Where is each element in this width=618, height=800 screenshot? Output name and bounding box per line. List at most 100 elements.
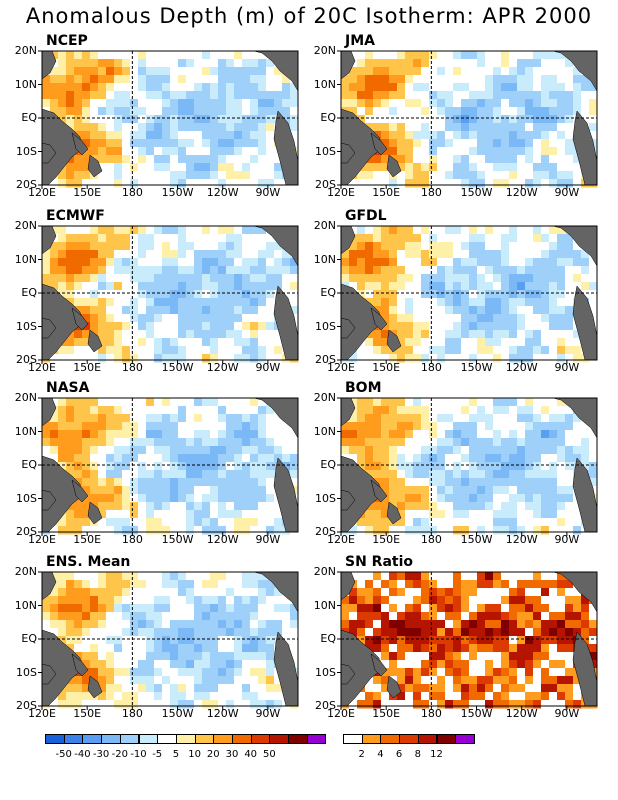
latitude-label: EQ (320, 632, 336, 645)
colorbar-swatch (119, 734, 140, 744)
colorbar-swatch (250, 734, 271, 744)
longitude-label: 120W (505, 533, 538, 546)
longitude-label: 150E (73, 707, 102, 720)
colorbar-label: -30 (92, 749, 110, 760)
longitude-label: 120W (206, 361, 239, 374)
longitude-label: 90W (554, 361, 580, 374)
colorbar-swatch (213, 734, 233, 744)
colorbar-label: 40 (244, 749, 258, 760)
panel-title: NCEP (46, 33, 88, 49)
map-panel: NCEP 20N 10N EQ 10S 20S 120E 150E 180 150W 120W 90W (15, 33, 299, 199)
panel-title: ENS. Mean (46, 554, 131, 570)
land-mass (71, 132, 89, 156)
latitude-label: 10N (313, 252, 336, 266)
latitude-label: 20N (313, 565, 336, 578)
latitude-label: 20N (14, 391, 37, 404)
land-mass (386, 675, 402, 699)
longitude-label: 90W (255, 533, 281, 546)
latitude-label: 20N (14, 565, 37, 578)
longitude-label: 150E (372, 707, 401, 720)
longitude-label: 120E (28, 186, 56, 199)
longitude-label: 120W (206, 707, 239, 720)
map-panel: ECMWF 20N 10N EQ 10S 20S 120E 150E 180 150W 120W 90… (15, 208, 299, 374)
colorbar-swatch (63, 734, 84, 744)
colorbar-swatch (361, 734, 382, 744)
latitude-label: 20S (16, 699, 37, 712)
latitude-label: 20S (315, 699, 336, 712)
longitude-label: 150W (460, 361, 493, 374)
longitude-label: 150E (372, 361, 401, 374)
longitude-label: 180 (420, 533, 442, 546)
map-panel: ENS. Mean 20N 10N EQ 10S 20S 120E 150E 180 150W 12… (15, 554, 299, 720)
latitude-label: 20N (313, 391, 336, 404)
colorbar-label: 50 (263, 749, 276, 760)
longitude-label: 120W (505, 361, 538, 374)
panel-title: GFDL (345, 208, 387, 224)
longitude-label: 180 (420, 361, 442, 374)
latitude-label: 10S (315, 491, 336, 505)
latitude-label: EQ (320, 286, 336, 299)
latitude-label: 10N (14, 598, 37, 612)
land-mass (370, 132, 388, 156)
latitude-label: 10N (313, 598, 336, 612)
latitude-label: 20N (313, 44, 336, 57)
latitude-label: EQ (21, 286, 37, 299)
colorbar-label: 10 (188, 749, 201, 760)
colorbar-label: 4 (377, 749, 384, 760)
longitude-label: 180 (420, 186, 442, 199)
colorbar-label: 20 (206, 749, 220, 760)
map-panel: SN Ratio 20N 10N EQ 10S 20S 120E 150E 180 150W 120… (314, 554, 598, 720)
land-mass (71, 653, 89, 677)
longitude-label: 150W (161, 533, 194, 546)
latitude-label: 10N (313, 77, 336, 91)
longitude-label: 150E (73, 361, 102, 374)
latitude-label: 10S (315, 665, 336, 679)
colorbar-swatch (380, 734, 401, 744)
map-field (337, 571, 598, 710)
latitude-label: EQ (21, 632, 37, 645)
colorbar-label: 8 (414, 749, 421, 760)
panel-title: ECMWF (46, 208, 105, 224)
latitude-label: 10S (16, 319, 37, 333)
longitude-label: 120E (28, 361, 56, 374)
land-mass (386, 329, 402, 353)
colorbar-swatch (269, 734, 290, 744)
figure-title: Anomalous Depth (m) of 20C Isotherm: APR… (25, 4, 593, 28)
map-field (38, 50, 299, 189)
latitude-label: 10S (16, 144, 37, 158)
latitude-label: 20S (315, 178, 336, 191)
latitude-label: 20S (16, 353, 37, 366)
colorbar-label: -5 (152, 749, 163, 760)
colorbar-swatch (306, 734, 327, 744)
latitude-label: 20S (16, 525, 37, 538)
colorbar-label: -20 (111, 749, 128, 760)
longitude-label: 150E (73, 533, 102, 546)
map-field (337, 397, 598, 536)
latitude-label: EQ (320, 458, 336, 471)
longitude-label: 150E (372, 186, 401, 199)
longitude-label: 180 (121, 361, 143, 374)
longitude-label: 120E (327, 707, 355, 720)
latitude-label: 10N (14, 424, 37, 438)
latitude-label: 20N (313, 219, 336, 232)
land-mass (370, 653, 388, 677)
latitude-label: 20S (315, 353, 336, 366)
longitude-label: 150W (460, 707, 493, 720)
latitude-label: 20N (14, 219, 37, 232)
longitude-label: 120W (505, 707, 538, 720)
longitude-label: 120W (206, 533, 239, 546)
land-mass (87, 154, 103, 178)
longitude-label: 150W (161, 707, 194, 720)
colorbar-swatch (232, 734, 252, 744)
map-field (38, 571, 299, 710)
colorbar-label: 6 (395, 749, 403, 760)
colorbar-swatch (436, 734, 457, 744)
latitude-label: 10S (16, 665, 37, 679)
colorbar-swatch (288, 734, 308, 744)
colorbar-swatch (101, 734, 121, 744)
longitude-label: 120E (327, 533, 355, 546)
longitude-label: 120E (28, 707, 56, 720)
colorbar-label: -10 (130, 749, 147, 760)
colorbar-swatch (399, 734, 419, 744)
longitude-label: 150E (73, 186, 102, 199)
